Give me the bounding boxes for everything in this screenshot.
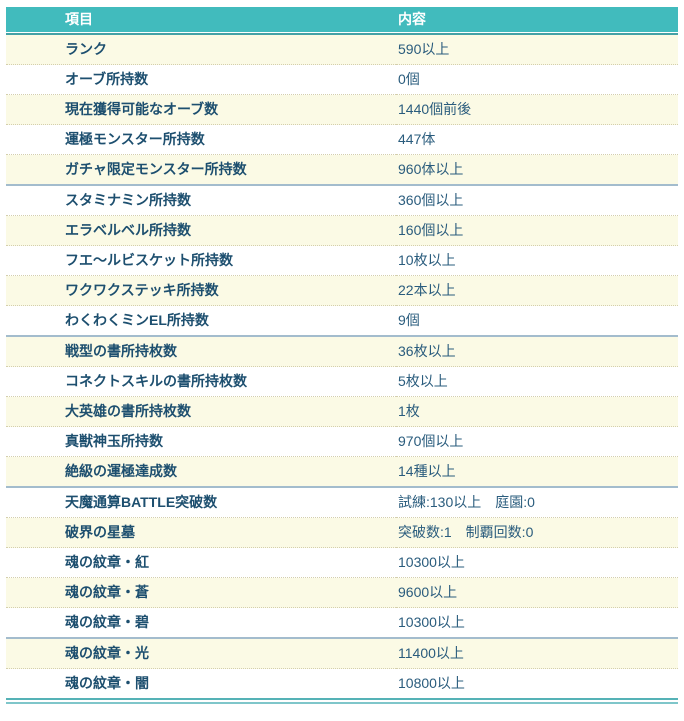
item-cell: 天魔通算BATTLE突破数	[6, 488, 396, 518]
table-row: 魂の紋章・碧 10300以上	[6, 608, 678, 639]
value-cell: 10800以上	[398, 675, 465, 691]
item-cell: 魂の紋章・闇	[65, 675, 149, 691]
value-cell: 試練:130以上 庭園:0	[396, 488, 678, 518]
table-row: 絶級の運極達成数 14種以上	[6, 457, 678, 488]
item-cell: 戦型の書所持枚数	[6, 337, 396, 367]
table-row: エラベルベル所持数 160個以上	[6, 216, 678, 246]
value-cell: 10300以上	[396, 608, 678, 639]
table-row: 運極モンスター所持数 447体	[6, 125, 678, 155]
item-cell: フエ〜ルビスケット所持数	[6, 246, 396, 276]
item-cell: わくわくミンEL所持数	[6, 306, 396, 337]
value-cell: 10枚以上	[396, 246, 678, 276]
table-row: ガチャ限定モンスター所持数 960体以上	[6, 155, 678, 186]
table-row: 大英雄の書所持枚数 1枚	[6, 397, 678, 427]
item-cell: コネクトスキルの書所持枚数	[6, 367, 396, 397]
value-cell: 360個以上	[396, 186, 678, 216]
table-row: 真獣神玉所持数 970個以上	[6, 427, 678, 457]
item-cell: 大英雄の書所持枚数	[6, 397, 396, 427]
table-row: 魂の紋章・光 11400以上	[6, 639, 678, 669]
value-cell: 14種以上	[396, 457, 678, 488]
item-cell: 魂の紋章・紅	[6, 548, 396, 578]
table-row: 魂の紋章・闇 10800以上	[6, 669, 678, 698]
table-row: オーブ所持数 0個	[6, 65, 678, 95]
value-cell: 0個	[396, 65, 678, 95]
table-body: ランク 590以上 オーブ所持数 0個 現在獲得可能なオーブ数 1440個前後 運極モンスタ…	[6, 33, 678, 698]
table-row: フエ〜ルビスケット所持数 10枚以上	[6, 246, 678, 276]
item-cell: 魂の紋章・碧	[6, 608, 396, 639]
item-cell: 絶級の運極達成数	[6, 457, 396, 488]
table-header: 項目 内容	[6, 7, 678, 33]
item-cell: ランク	[6, 33, 396, 65]
value-cell: 160個以上	[396, 216, 678, 246]
value-cell: 22本以上	[396, 276, 678, 306]
table-row: ワクワクステッキ所持数 22本以上	[6, 276, 678, 306]
item-cell: ガチャ限定モンスター所持数	[6, 155, 396, 186]
value-cell: 9600以上	[396, 578, 678, 608]
header-row: 項目 内容	[6, 7, 678, 33]
table-row: 天魔通算BATTLE突破数 試練:130以上 庭園:0	[6, 488, 678, 518]
item-cell: 破界の星墓	[6, 518, 396, 548]
value-cell: 9個	[396, 306, 678, 337]
value-cell: 970個以上	[396, 427, 678, 457]
table-row: スタミナミン所持数 360個以上	[6, 186, 678, 216]
value-cell: 1440個前後	[396, 95, 678, 125]
table-row: 魂の紋章・蒼 9600以上	[6, 578, 678, 608]
item-cell: スタミナミン所持数	[6, 186, 396, 216]
value-cell: 10300以上	[396, 548, 678, 578]
item-cell: ワクワクステッキ所持数	[6, 276, 396, 306]
value-cell: 447体	[396, 125, 678, 155]
stats-table: 項目 内容 ランク 590以上 オーブ所持数 0個 現在獲得可能なオーブ数 1440個前後…	[6, 7, 678, 698]
value-cell: 11400以上	[396, 639, 678, 669]
table-row: 戦型の書所持枚数 36枚以上	[6, 337, 678, 367]
value-cell: 1枚	[396, 397, 678, 427]
item-cell: オーブ所持数	[6, 65, 396, 95]
table-row: コネクトスキルの書所持枚数 5枚以上	[6, 367, 678, 397]
item-cell: 運極モンスター所持数	[6, 125, 396, 155]
item-cell: 魂の紋章・蒼	[6, 578, 396, 608]
value-cell: 36枚以上	[396, 337, 678, 367]
table-row: 破界の星墓 突破数:1 制覇回数:0	[6, 518, 678, 548]
table-row: わくわくミンEL所持数 9個	[6, 306, 678, 337]
value-cell: 5枚以上	[396, 367, 678, 397]
item-cell: 真獣神玉所持数	[6, 427, 396, 457]
column-header-item: 項目	[6, 7, 396, 33]
column-header-value: 内容	[396, 7, 678, 33]
table-row: ランク 590以上	[6, 33, 678, 65]
item-cell: 魂の紋章・光	[6, 639, 396, 669]
table-row: 魂の紋章・紅 10300以上	[6, 548, 678, 578]
table-row: 現在獲得可能なオーブ数 1440個前後	[6, 95, 678, 125]
value-cell: 突破数:1 制覇回数:0	[396, 518, 678, 548]
value-cell: 590以上	[396, 33, 678, 65]
item-cell: 現在獲得可能なオーブ数	[6, 95, 396, 125]
table-bottom-rule	[6, 698, 678, 704]
item-cell: エラベルベル所持数	[6, 216, 396, 246]
value-cell: 960体以上	[396, 155, 678, 186]
